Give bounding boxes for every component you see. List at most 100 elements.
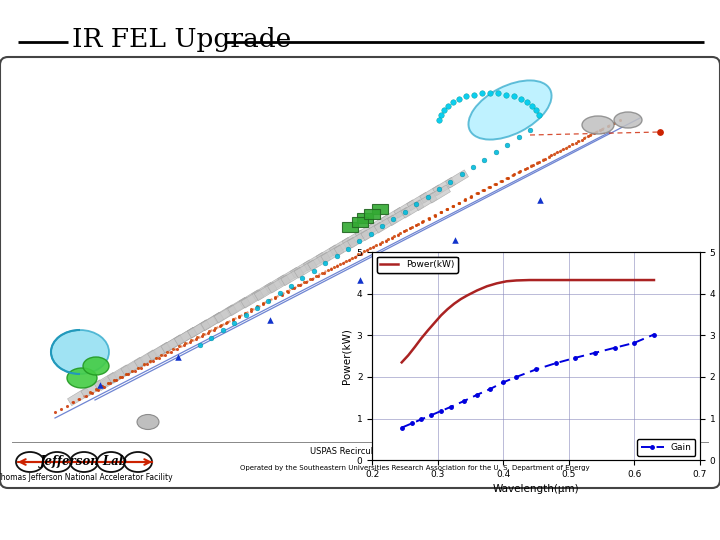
FancyBboxPatch shape xyxy=(0,57,720,488)
Point xyxy=(539,154,551,163)
Point xyxy=(483,183,495,192)
Point xyxy=(80,392,91,401)
Point xyxy=(423,213,435,222)
Point xyxy=(96,382,108,391)
Point xyxy=(398,227,410,236)
Point xyxy=(239,309,251,318)
Point xyxy=(91,385,102,394)
Point xyxy=(211,323,222,332)
Polygon shape xyxy=(407,192,430,211)
Point xyxy=(478,186,490,194)
Point xyxy=(300,278,312,286)
Point xyxy=(410,220,422,229)
Polygon shape xyxy=(213,305,236,323)
Point xyxy=(526,102,538,111)
Polygon shape xyxy=(174,327,197,346)
Point xyxy=(179,339,191,347)
Point xyxy=(307,273,319,282)
Polygon shape xyxy=(109,365,132,383)
Point xyxy=(206,333,217,342)
Polygon shape xyxy=(278,267,300,286)
Point xyxy=(590,128,602,137)
Point xyxy=(554,146,566,155)
Point xyxy=(181,339,192,347)
Point xyxy=(441,205,452,213)
Point xyxy=(447,98,459,107)
Bar xyxy=(342,222,358,232)
Point xyxy=(307,275,318,284)
Point xyxy=(433,116,444,124)
Point xyxy=(567,140,578,149)
Ellipse shape xyxy=(97,452,125,472)
Text: IR FEL Upgrade: IR FEL Upgrade xyxy=(72,28,292,52)
Point xyxy=(585,130,597,139)
Bar xyxy=(357,213,373,223)
Point xyxy=(223,317,235,326)
Point xyxy=(215,320,227,329)
Point xyxy=(192,333,203,341)
Point xyxy=(338,258,349,266)
Point xyxy=(654,127,666,136)
Point xyxy=(356,249,367,258)
Point xyxy=(168,345,179,354)
Point xyxy=(442,102,454,111)
Point xyxy=(552,148,563,157)
Point xyxy=(193,332,204,341)
Point xyxy=(423,214,434,223)
Y-axis label: Power(kW): Power(kW) xyxy=(341,328,351,384)
Point xyxy=(117,373,128,381)
Point xyxy=(479,156,490,164)
Polygon shape xyxy=(252,282,275,301)
Point xyxy=(466,192,477,201)
Point xyxy=(241,307,253,316)
Point xyxy=(153,354,165,362)
Point xyxy=(507,171,518,179)
Point xyxy=(490,179,502,188)
Point xyxy=(55,404,67,413)
Point xyxy=(524,126,536,134)
Point xyxy=(346,253,358,262)
Point xyxy=(430,211,441,219)
Point xyxy=(485,89,496,97)
Point xyxy=(603,120,615,129)
Point xyxy=(356,248,367,257)
Point xyxy=(388,232,400,240)
Point xyxy=(561,143,572,152)
Point xyxy=(277,289,289,298)
Point xyxy=(521,164,532,172)
Point xyxy=(399,207,410,216)
Point xyxy=(596,125,608,133)
Point xyxy=(98,382,109,391)
Point xyxy=(266,295,277,303)
Point xyxy=(108,375,120,384)
X-axis label: Wavelength(μm): Wavelength(μm) xyxy=(492,484,580,494)
Point xyxy=(543,152,554,161)
Point xyxy=(435,111,446,119)
Point xyxy=(374,240,385,248)
Polygon shape xyxy=(387,207,410,226)
Point xyxy=(578,134,590,143)
Ellipse shape xyxy=(614,112,642,128)
Polygon shape xyxy=(401,200,424,218)
Point xyxy=(500,90,512,99)
Polygon shape xyxy=(307,252,330,271)
Point xyxy=(68,398,79,407)
Point xyxy=(484,183,495,191)
Point xyxy=(197,332,208,340)
Point xyxy=(534,111,545,119)
Point xyxy=(251,303,263,312)
Point xyxy=(531,158,542,167)
Point xyxy=(476,89,487,98)
Point xyxy=(564,141,575,150)
Ellipse shape xyxy=(469,80,552,139)
Point xyxy=(561,143,572,151)
Point xyxy=(444,178,456,186)
Point xyxy=(330,252,342,260)
Point xyxy=(570,138,581,147)
Point xyxy=(354,276,366,285)
Point xyxy=(308,267,320,275)
Point xyxy=(120,370,132,379)
Polygon shape xyxy=(254,282,277,301)
Point xyxy=(501,174,513,183)
Point xyxy=(145,357,156,366)
